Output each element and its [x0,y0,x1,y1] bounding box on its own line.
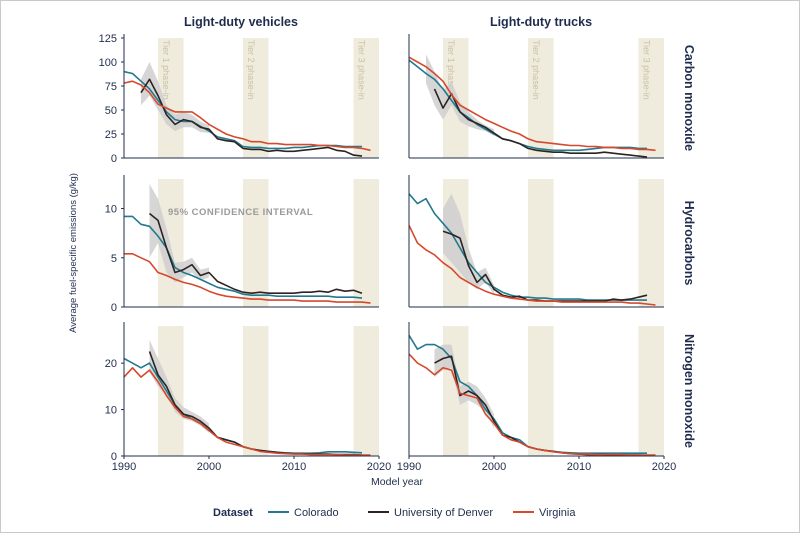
phase-band-tier-2-phase-in [528,326,554,456]
phase-band-tier-3-phase-in [353,326,379,456]
y-tick-label: 0 [111,153,117,165]
series-line-university-of-denver [148,212,363,295]
panel-no-ldv: 0 10 20 1990 2000 2010 2020 [105,322,391,473]
series-line-colorado [124,215,363,299]
phase-band-label: Tier 3 phase-in [357,40,367,100]
confidence-band [141,62,209,134]
phase-band-tier-3-phase-in [353,179,379,307]
panel-hc-ldv: 0 5 10 95% CONFIDENCE INTERVAL [105,175,379,314]
x-axis-label: Model year [371,476,423,488]
y-tick-label: 125 [99,33,117,45]
phase-band-tier-2-phase-in [528,38,554,158]
x-tick-label: 2010 [282,461,306,473]
row-title-carbon-monoxide: Carbon monoxide [682,45,696,151]
y-tick-label: 5 [111,253,117,265]
phase-band-tier-2-phase-in [243,38,269,158]
column-title-light-duty-trucks: Light-duty trucks [490,15,592,29]
panel-no-ldt: 1990 2000 2010 2020 Nitrogen monoxide [397,322,696,473]
x-tick-label: 2020 [367,461,391,473]
y-tick-label: 75 [105,81,117,93]
panel-hc-ldt: Hydrocarbons [408,175,696,308]
y-tick-label: 50 [105,105,117,117]
confidence-band [434,344,494,429]
phase-band-label: Tier 2 phase-in [246,40,256,100]
panel-co-ldv: Tier 1 phase-in Tier 2 phase-in Tier 3 pha… [99,33,379,165]
phase-band-label: Tier 1 phase-in [161,40,171,100]
series-line-virginia [124,253,371,304]
series-line-virginia [123,80,371,152]
y-axis-label: Average fuel-specific emissions (g/kg) [68,173,79,333]
x-tick-label: 1990 [112,461,136,473]
phase-band-tier-2-phase-in [243,179,269,307]
series-line-virginia [408,56,656,152]
series-line-virginia [123,366,371,456]
phase-band-tier-2-phase-in [528,179,554,307]
x-tick-label: 1990 [397,461,421,473]
column-title-light-duty-vehicles: Light-duty vehicles [184,15,298,29]
y-tick-label: 0 [111,451,117,463]
y-tick-label: 10 [105,405,117,417]
phase-band-tier-3-phase-in [638,38,664,158]
legend-label-university-of-denver: University of Denver [394,507,493,519]
phase-band-tier-3-phase-in [353,38,379,158]
phase-band-tier-2-phase-in [243,326,269,456]
y-tick-label: 25 [105,129,117,141]
panel-co-ldt: Tier 1 phase-in Tier 2 phase-in Tier 3 pha… [408,34,696,159]
legend: Dataset Colorado University of Denver Vi… [213,507,576,519]
confidence-band [426,54,494,136]
y-tick-label: 100 [99,57,117,69]
x-tick-label: 2000 [197,461,221,473]
y-tick-label: 20 [105,358,117,370]
confidence-band [443,193,494,295]
x-tick-label: 2010 [567,461,591,473]
y-tick-label: 0 [111,302,117,314]
x-tick-label: 2020 [652,461,676,473]
confidence-band [149,183,209,283]
series-line-university-of-denver [140,78,363,157]
row-title-hydrocarbons: Hydrocarbons [682,201,696,286]
phase-band-tier-3-phase-in [638,179,664,307]
series-line-university-of-denver [433,88,648,158]
series-line-virginia [408,224,656,306]
series-line-virginia [408,353,656,456]
phase-band-label: Tier 1 phase-in [446,40,456,100]
legend-label-virginia: Virginia [539,507,576,519]
x-tick-label: 2000 [482,461,506,473]
phase-band-label: Tier 2 phase-in [531,40,541,100]
phase-band-label: Tier 3 phase-in [642,40,652,100]
legend-label-colorado: Colorado [294,507,339,519]
ci-annotation: 95% CONFIDENCE INTERVAL [168,207,313,218]
legend-title: Dataset [213,507,253,519]
panel-grid: Tier 1 phase-in Tier 2 phase-in Tier 3 pha… [99,33,696,473]
phase-band-tier-3-phase-in [638,326,664,456]
row-title-nitrogen-monoxide: Nitrogen monoxide [682,334,696,448]
y-tick-label: 10 [105,204,117,216]
